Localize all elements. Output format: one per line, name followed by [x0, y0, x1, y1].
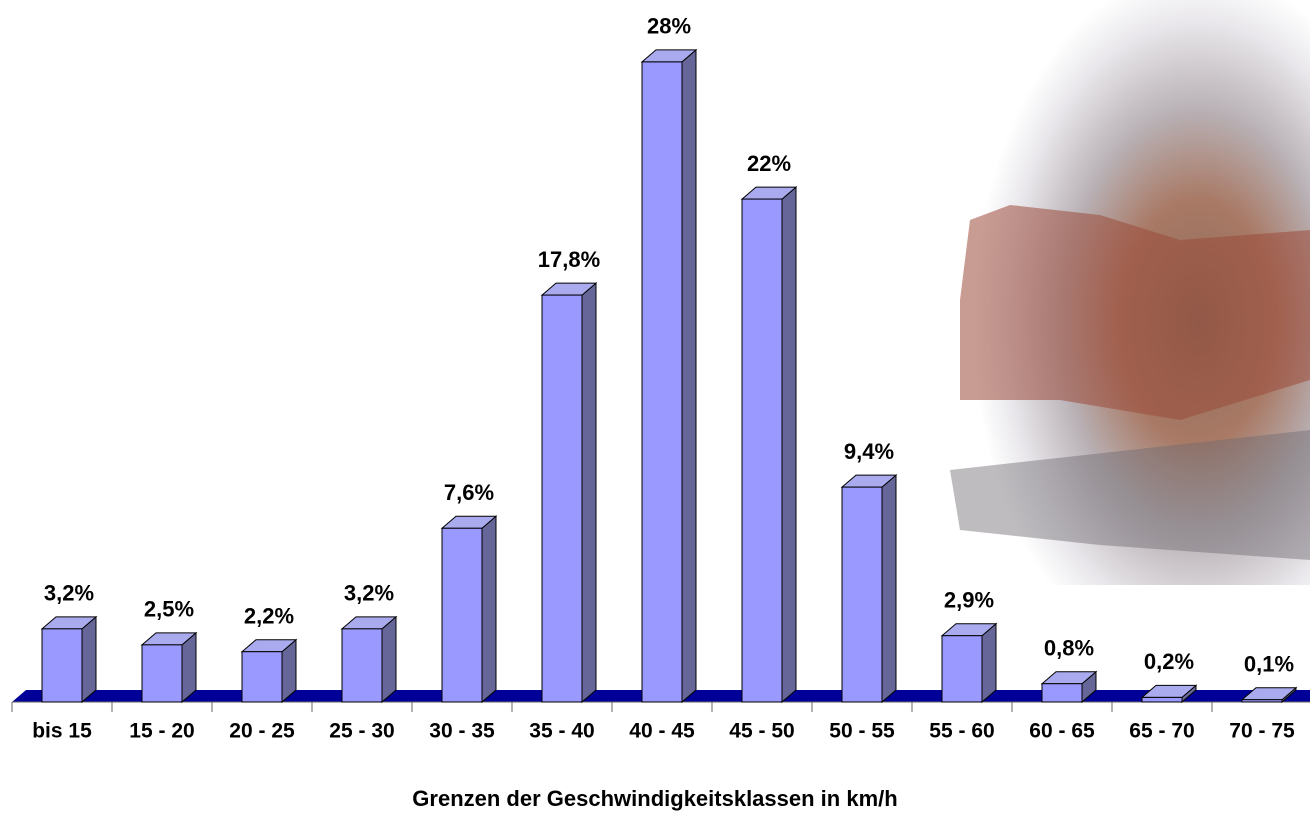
value-label: 22%	[747, 151, 791, 176]
bar	[1241, 699, 1283, 703]
bar	[1041, 683, 1083, 703]
x-tick-label: 35 - 40	[529, 720, 594, 743]
x-tick-label: 20 - 25	[229, 720, 295, 743]
bar-side	[781, 185, 797, 704]
bar	[641, 61, 683, 703]
bar	[141, 644, 183, 703]
value-label: 2,2%	[244, 604, 294, 629]
x-tick-label: 45 - 50	[729, 720, 794, 743]
bar-side	[481, 515, 497, 704]
bar-side	[881, 474, 897, 704]
bar	[941, 635, 983, 703]
photo-street	[950, 430, 1310, 560]
x-tick-label: bis 15	[32, 720, 92, 743]
x-tick-label: 50 - 55	[829, 720, 895, 743]
bar	[441, 527, 483, 703]
x-tick-label: 30 - 35	[429, 720, 495, 743]
bar	[41, 628, 83, 703]
value-label: 3,2%	[344, 581, 394, 606]
bar	[841, 486, 883, 703]
value-label: 7,6%	[444, 480, 494, 505]
bar	[741, 198, 783, 703]
x-tick-label: 65 - 70	[1129, 720, 1194, 743]
bar-side	[381, 615, 397, 704]
value-label: 3,2%	[44, 581, 94, 606]
bar	[1141, 696, 1183, 703]
value-label: 0,8%	[1044, 636, 1094, 661]
x-axis-title: Grenzen der Geschwindigkeitsklassen in k…	[412, 786, 897, 811]
x-tick-label: 55 - 60	[929, 720, 994, 743]
value-label: 9,4%	[844, 439, 894, 464]
bar	[541, 294, 583, 703]
bar-side	[581, 282, 597, 704]
value-label: 0,2%	[1144, 649, 1194, 674]
value-label: 28%	[647, 14, 691, 39]
x-tick-label: 40 - 45	[629, 720, 695, 743]
value-label: 2,5%	[144, 597, 194, 622]
x-tick-label: 60 - 65	[1029, 720, 1095, 743]
x-tick-label: 70 - 75	[1229, 720, 1295, 743]
x-tick-label: 15 - 20	[129, 720, 194, 743]
bar-side	[681, 48, 697, 704]
value-label: 2,9%	[944, 588, 994, 613]
value-label: 0,1%	[1244, 652, 1294, 677]
bar	[241, 651, 283, 703]
photo-buildings	[960, 205, 1310, 420]
bar-side	[81, 615, 97, 704]
value-label: 17,8%	[538, 247, 600, 272]
bar-side	[981, 622, 997, 704]
bar	[341, 628, 383, 703]
x-tick-label: 25 - 30	[329, 720, 394, 743]
